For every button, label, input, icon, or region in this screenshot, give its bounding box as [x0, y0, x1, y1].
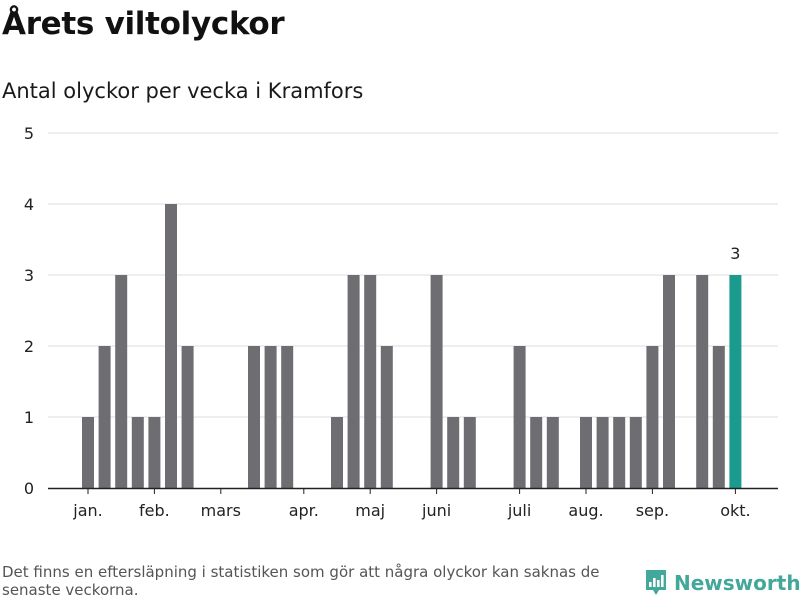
bar	[347, 275, 360, 488]
bar	[447, 417, 460, 488]
y-tick-label: 2	[24, 337, 34, 356]
bar	[430, 275, 443, 488]
y-tick-label: 1	[24, 408, 34, 427]
bar	[165, 204, 177, 488]
y-tick-label: 3	[24, 266, 34, 285]
bar	[530, 417, 543, 488]
bar-highlight	[729, 275, 742, 488]
bar	[463, 417, 476, 488]
x-tick-label: jan.	[72, 501, 102, 520]
brand-name: Newsworthy	[674, 571, 800, 595]
bar	[546, 417, 559, 488]
x-tick-label: okt.	[720, 501, 750, 520]
bar	[181, 346, 194, 488]
bar	[596, 417, 609, 488]
x-tick-label: mars	[201, 501, 241, 520]
bar-chart: 0 1 2 3 4 5 3 jan. feb. mars apr. maj juni juli aug. se…	[24, 124, 778, 520]
chart-title: Årets viltolyckor	[2, 6, 285, 42]
y-tick-label: 4	[24, 195, 34, 214]
bar	[82, 417, 94, 488]
bar	[380, 346, 393, 488]
bar	[131, 417, 144, 488]
x-tick-label: juni	[421, 501, 451, 520]
x-tick-label: aug.	[568, 501, 603, 520]
bar	[580, 417, 592, 488]
footnote: Det finns en eftersläpning i statistiken…	[2, 563, 600, 599]
bar	[264, 346, 277, 488]
x-tick-label: sep.	[636, 501, 669, 520]
y-tick-label: 0	[24, 479, 34, 498]
chart-subtitle: Antal olyckor per vecka i Kramfors	[2, 79, 364, 103]
x-tick-label: apr.	[289, 501, 319, 520]
x-tick-label: maj	[355, 501, 385, 520]
bar	[696, 275, 709, 488]
bar	[663, 275, 675, 488]
bar	[712, 346, 725, 488]
brand-logo: Newsworthy	[644, 569, 800, 597]
bar	[364, 275, 377, 488]
bar	[613, 417, 626, 488]
bar	[646, 346, 659, 488]
y-tick-label: 5	[24, 124, 34, 143]
bar	[513, 346, 526, 488]
newsworthy-chart-logo-icon	[646, 570, 666, 595]
x-tick-label: feb.	[139, 501, 170, 520]
data-label: 3	[730, 244, 740, 263]
bar	[148, 417, 161, 488]
bar	[98, 346, 111, 488]
x-tick-label: juli	[507, 501, 531, 520]
bar	[281, 346, 294, 488]
bar	[331, 417, 343, 488]
bar	[629, 417, 642, 488]
bar	[248, 346, 260, 488]
bar	[115, 275, 128, 488]
